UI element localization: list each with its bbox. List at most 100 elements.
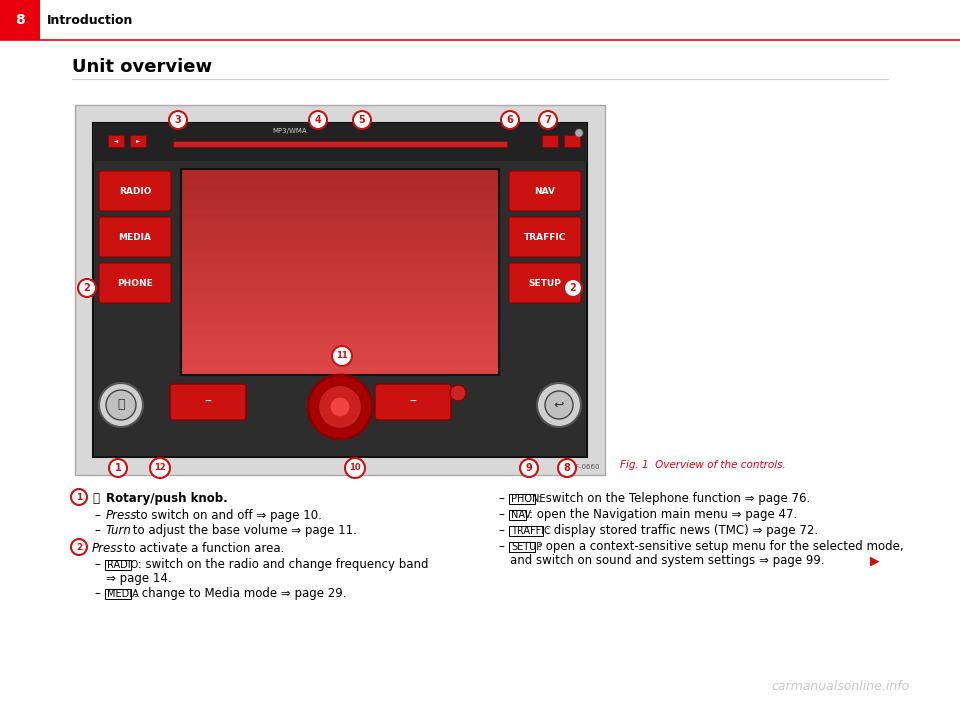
Text: 9: 9 — [526, 463, 533, 473]
Text: 2: 2 — [569, 283, 576, 293]
Circle shape — [309, 111, 327, 129]
Circle shape — [564, 279, 582, 297]
FancyBboxPatch shape — [509, 217, 581, 257]
Text: ⇒ page 14.: ⇒ page 14. — [106, 572, 172, 585]
Bar — [108, 135, 124, 147]
Circle shape — [450, 385, 466, 401]
Text: ◄: ◄ — [114, 139, 118, 144]
Text: 1: 1 — [76, 493, 83, 501]
Circle shape — [575, 129, 583, 137]
Circle shape — [78, 279, 96, 297]
Text: –: – — [498, 540, 504, 553]
Bar — [105, 590, 131, 599]
Circle shape — [308, 375, 372, 439]
Circle shape — [106, 390, 136, 420]
Text: TRAFFIC: TRAFFIC — [511, 526, 551, 536]
FancyBboxPatch shape — [375, 384, 451, 420]
Text: Press: Press — [106, 509, 137, 522]
Bar — [181, 231, 499, 242]
Text: –: – — [410, 395, 417, 409]
Circle shape — [99, 383, 143, 427]
Bar — [181, 169, 499, 180]
Text: 4: 4 — [315, 115, 322, 125]
Text: : display stored traffic news (TMC) ⇒ page 72.: : display stored traffic news (TMC) ⇒ pa… — [546, 524, 819, 537]
Text: Press: Press — [92, 542, 124, 555]
Text: BSF-0660: BSF-0660 — [566, 464, 600, 470]
Circle shape — [332, 346, 352, 366]
Text: to adjust the base volume ⇒ page 11.: to adjust the base volume ⇒ page 11. — [129, 524, 357, 537]
Text: : open a context-sensitive setup menu for the selected mode,: : open a context-sensitive setup menu fo… — [538, 540, 903, 553]
FancyBboxPatch shape — [170, 384, 246, 420]
Text: carmanualsonline.info: carmanualsonline.info — [772, 680, 910, 693]
Bar — [509, 510, 526, 519]
Bar — [181, 241, 499, 252]
Circle shape — [150, 458, 170, 478]
Text: and switch on sound and system settings ⇒ page 99.: and switch on sound and system settings … — [510, 554, 825, 567]
Circle shape — [545, 391, 573, 419]
Text: RADIO: RADIO — [107, 560, 138, 570]
Bar — [181, 292, 499, 304]
FancyBboxPatch shape — [93, 123, 587, 161]
FancyBboxPatch shape — [99, 263, 171, 303]
Text: 8: 8 — [564, 463, 570, 473]
Bar — [542, 135, 558, 147]
Bar — [181, 221, 499, 232]
Text: –: – — [94, 587, 100, 600]
Text: –: – — [94, 524, 100, 537]
Text: ▶: ▶ — [870, 554, 879, 567]
Bar — [181, 189, 499, 201]
Bar — [181, 334, 499, 345]
Text: 2: 2 — [84, 283, 90, 293]
Bar — [75, 105, 605, 475]
Text: –: – — [498, 508, 504, 521]
Bar — [181, 283, 499, 294]
Text: 6: 6 — [507, 115, 514, 125]
FancyBboxPatch shape — [99, 217, 171, 257]
Text: Introduction: Introduction — [47, 13, 133, 27]
Circle shape — [71, 539, 87, 555]
Text: Rotary/push knob.: Rotary/push knob. — [106, 492, 228, 505]
Text: –: – — [498, 492, 504, 505]
Circle shape — [318, 385, 362, 429]
Circle shape — [539, 111, 557, 129]
Text: ►: ► — [136, 139, 140, 144]
Circle shape — [520, 459, 538, 477]
Text: NAV: NAV — [535, 186, 556, 196]
Bar — [181, 252, 499, 263]
Text: TRAFFIC: TRAFFIC — [524, 233, 566, 242]
Bar — [181, 169, 499, 375]
Text: MEDIA: MEDIA — [118, 233, 152, 242]
Text: –: – — [204, 395, 211, 409]
Bar — [105, 561, 131, 569]
Bar — [181, 303, 499, 314]
Bar — [181, 200, 499, 211]
Text: to switch on and off ⇒ page 10.: to switch on and off ⇒ page 10. — [132, 509, 322, 522]
Text: 3: 3 — [175, 115, 181, 125]
Text: PHONE: PHONE — [511, 494, 545, 504]
Bar — [130, 135, 146, 147]
Text: Fig. 1  Overview of the controls.: Fig. 1 Overview of the controls. — [620, 460, 785, 470]
Bar — [509, 526, 543, 536]
Circle shape — [71, 489, 87, 505]
Text: RADIO: RADIO — [119, 186, 152, 196]
Bar — [0, 0, 40, 40]
Bar — [509, 543, 535, 552]
FancyBboxPatch shape — [99, 171, 171, 211]
Text: 2: 2 — [76, 543, 83, 552]
Text: –: – — [94, 558, 100, 571]
Circle shape — [353, 111, 371, 129]
Text: 7: 7 — [544, 115, 551, 125]
Text: –: – — [94, 509, 100, 522]
Text: –: – — [498, 524, 504, 537]
FancyBboxPatch shape — [509, 263, 581, 303]
Bar — [181, 210, 499, 222]
Text: Unit overview: Unit overview — [72, 58, 212, 76]
Text: : open the Navigation main menu ⇒ page 47.: : open the Navigation main menu ⇒ page 4… — [529, 508, 797, 521]
Circle shape — [537, 383, 581, 427]
Text: 10: 10 — [349, 463, 361, 472]
Text: : switch on the radio and change frequency band: : switch on the radio and change frequen… — [133, 558, 428, 571]
Text: MEDIA: MEDIA — [107, 589, 139, 599]
Bar — [564, 135, 580, 147]
Text: SETUP: SETUP — [511, 542, 542, 552]
Text: ⓘ: ⓘ — [92, 492, 99, 505]
